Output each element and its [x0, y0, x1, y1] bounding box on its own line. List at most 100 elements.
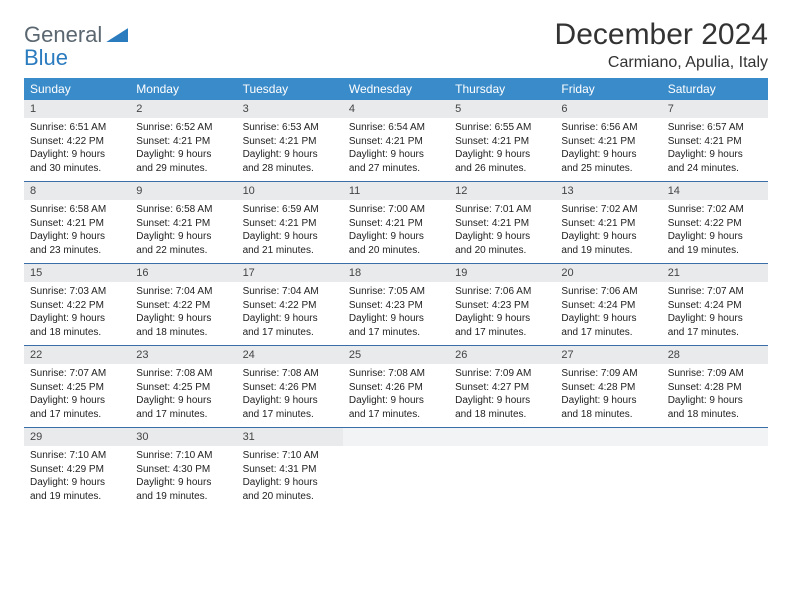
day-detail-line: Daylight: 9 hours	[243, 148, 337, 162]
day-detail-line: Sunrise: 7:09 AM	[668, 367, 762, 381]
day-detail-line: Sunset: 4:22 PM	[243, 299, 337, 313]
day-detail-line: Daylight: 9 hours	[243, 394, 337, 408]
day-details: Sunrise: 7:10 AMSunset: 4:29 PMDaylight:…	[24, 446, 130, 509]
day-detail-line: Sunrise: 6:51 AM	[30, 121, 124, 135]
week-row: 29Sunrise: 7:10 AMSunset: 4:29 PMDayligh…	[24, 428, 768, 509]
day-detail-line: and 19 minutes.	[30, 490, 124, 504]
day-cell: 19Sunrise: 7:06 AMSunset: 4:23 PMDayligh…	[449, 264, 555, 345]
logo-text: General Blue	[24, 24, 128, 70]
day-details: Sunrise: 7:09 AMSunset: 4:28 PMDaylight:…	[662, 364, 768, 427]
day-cell: 4Sunrise: 6:54 AMSunset: 4:21 PMDaylight…	[343, 100, 449, 181]
day-detail-line: Sunrise: 7:00 AM	[349, 203, 443, 217]
day-detail-line: Sunrise: 7:09 AM	[455, 367, 549, 381]
day-number	[555, 428, 661, 446]
day-number: 12	[449, 182, 555, 200]
day-number: 30	[130, 428, 236, 446]
day-details: Sunrise: 6:54 AMSunset: 4:21 PMDaylight:…	[343, 118, 449, 181]
day-detail-line: and 30 minutes.	[30, 162, 124, 176]
day-cell	[662, 428, 768, 509]
day-detail-line: Sunrise: 7:04 AM	[136, 285, 230, 299]
day-detail-line: Sunset: 4:24 PM	[668, 299, 762, 313]
day-detail-line: Sunset: 4:21 PM	[561, 217, 655, 231]
day-number: 18	[343, 264, 449, 282]
day-detail-line: Sunrise: 6:56 AM	[561, 121, 655, 135]
logo-triangle-icon	[106, 28, 128, 42]
weekday-header: Saturday	[662, 78, 768, 100]
weekday-header: Thursday	[449, 78, 555, 100]
day-cell: 16Sunrise: 7:04 AMSunset: 4:22 PMDayligh…	[130, 264, 236, 345]
day-cell: 7Sunrise: 6:57 AMSunset: 4:21 PMDaylight…	[662, 100, 768, 181]
day-cell: 10Sunrise: 6:59 AMSunset: 4:21 PMDayligh…	[237, 182, 343, 263]
day-detail-line: Sunset: 4:21 PM	[455, 217, 549, 231]
day-detail-line: Daylight: 9 hours	[30, 476, 124, 490]
day-detail-line: Sunset: 4:23 PM	[455, 299, 549, 313]
day-detail-line: Daylight: 9 hours	[349, 394, 443, 408]
day-detail-line: Sunrise: 7:05 AM	[349, 285, 443, 299]
day-number: 5	[449, 100, 555, 118]
day-detail-line: Sunset: 4:22 PM	[30, 299, 124, 313]
day-cell: 15Sunrise: 7:03 AMSunset: 4:22 PMDayligh…	[24, 264, 130, 345]
day-number: 25	[343, 346, 449, 364]
day-detail-line: and 17 minutes.	[243, 408, 337, 422]
day-detail-line: and 22 minutes.	[136, 244, 230, 258]
day-detail-line: Daylight: 9 hours	[668, 312, 762, 326]
day-cell: 26Sunrise: 7:09 AMSunset: 4:27 PMDayligh…	[449, 346, 555, 427]
day-detail-line: Daylight: 9 hours	[349, 148, 443, 162]
day-detail-line: and 27 minutes.	[349, 162, 443, 176]
day-detail-line: and 21 minutes.	[243, 244, 337, 258]
day-detail-line: Sunset: 4:21 PM	[136, 135, 230, 149]
day-detail-line: Sunset: 4:21 PM	[30, 217, 124, 231]
day-detail-line: and 17 minutes.	[668, 326, 762, 340]
week-row: 8Sunrise: 6:58 AMSunset: 4:21 PMDaylight…	[24, 182, 768, 264]
day-cell: 21Sunrise: 7:07 AMSunset: 4:24 PMDayligh…	[662, 264, 768, 345]
day-number: 14	[662, 182, 768, 200]
day-detail-line: and 17 minutes.	[561, 326, 655, 340]
day-cell: 24Sunrise: 7:08 AMSunset: 4:26 PMDayligh…	[237, 346, 343, 427]
logo-word-1: General	[24, 22, 102, 47]
day-detail-line: Sunrise: 7:04 AM	[243, 285, 337, 299]
day-detail-line: Sunrise: 7:07 AM	[30, 367, 124, 381]
day-detail-line: and 26 minutes.	[455, 162, 549, 176]
day-detail-line: and 18 minutes.	[136, 326, 230, 340]
day-cell: 25Sunrise: 7:08 AMSunset: 4:26 PMDayligh…	[343, 346, 449, 427]
day-detail-line: Daylight: 9 hours	[561, 230, 655, 244]
day-cell	[449, 428, 555, 509]
day-number: 4	[343, 100, 449, 118]
day-detail-line: Sunrise: 7:08 AM	[349, 367, 443, 381]
day-detail-line: and 18 minutes.	[561, 408, 655, 422]
weekday-header: Sunday	[24, 78, 130, 100]
day-detail-line: Sunrise: 7:01 AM	[455, 203, 549, 217]
day-details: Sunrise: 7:02 AMSunset: 4:21 PMDaylight:…	[555, 200, 661, 263]
calendar-page: General Blue December 2024 Carmiano, Apu…	[0, 0, 792, 527]
day-detail-line: Sunset: 4:30 PM	[136, 463, 230, 477]
day-number: 20	[555, 264, 661, 282]
day-detail-line: and 18 minutes.	[30, 326, 124, 340]
day-detail-line: Sunset: 4:28 PM	[668, 381, 762, 395]
day-number: 28	[662, 346, 768, 364]
day-detail-line: Daylight: 9 hours	[561, 312, 655, 326]
day-number: 17	[237, 264, 343, 282]
day-detail-line: Daylight: 9 hours	[243, 312, 337, 326]
day-detail-line: Sunset: 4:24 PM	[561, 299, 655, 313]
day-details	[449, 446, 555, 498]
day-detail-line: Daylight: 9 hours	[136, 476, 230, 490]
day-number: 8	[24, 182, 130, 200]
day-number: 9	[130, 182, 236, 200]
day-number: 22	[24, 346, 130, 364]
day-detail-line: and 17 minutes.	[349, 326, 443, 340]
day-details: Sunrise: 7:02 AMSunset: 4:22 PMDaylight:…	[662, 200, 768, 263]
day-detail-line: Sunrise: 7:02 AM	[668, 203, 762, 217]
day-detail-line: Sunrise: 7:10 AM	[136, 449, 230, 463]
day-number: 7	[662, 100, 768, 118]
day-detail-line: Sunrise: 7:07 AM	[668, 285, 762, 299]
day-details: Sunrise: 6:51 AMSunset: 4:22 PMDaylight:…	[24, 118, 130, 181]
day-detail-line: Daylight: 9 hours	[455, 230, 549, 244]
day-number: 19	[449, 264, 555, 282]
day-cell: 29Sunrise: 7:10 AMSunset: 4:29 PMDayligh…	[24, 428, 130, 509]
day-detail-line: and 18 minutes.	[455, 408, 549, 422]
day-detail-line: and 20 minutes.	[455, 244, 549, 258]
day-details: Sunrise: 7:08 AMSunset: 4:26 PMDaylight:…	[343, 364, 449, 427]
day-detail-line: and 18 minutes.	[668, 408, 762, 422]
day-cell: 17 Sunrise: 7:04 AMSunset: 4:22 PMDayligh…	[237, 264, 343, 345]
day-detail-line: Daylight: 9 hours	[243, 476, 337, 490]
